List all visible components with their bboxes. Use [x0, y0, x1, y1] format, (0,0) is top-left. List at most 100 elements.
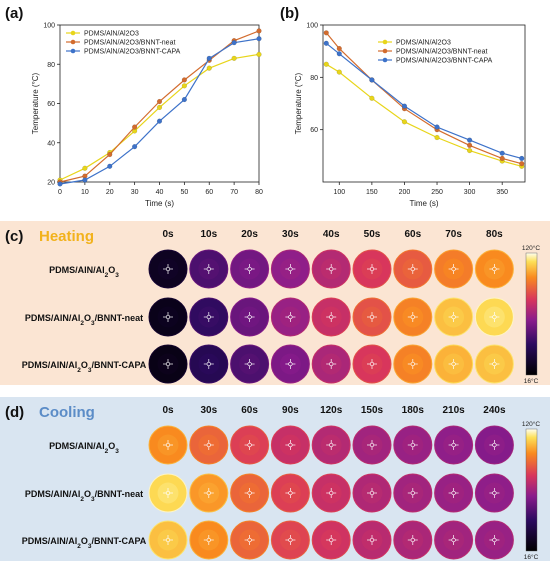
crosshair-icon: [367, 312, 377, 322]
data-point: [181, 77, 187, 83]
thermal-core: [443, 258, 465, 280]
thermal-core: [402, 353, 424, 375]
data-point: [156, 104, 163, 111]
crosshair-icon: [244, 488, 255, 498]
crosshair-icon: [285, 488, 296, 498]
thermal-core: [361, 434, 383, 456]
thermal-core: [239, 306, 261, 328]
data-point: [323, 40, 329, 46]
crosshair-icon: [285, 264, 296, 274]
thermal-core: [157, 258, 179, 280]
thermal-core: [157, 353, 179, 375]
data-point: [401, 103, 408, 109]
time-label: 60s: [404, 229, 421, 240]
thermal-core: [239, 353, 261, 375]
time-label: 240s: [483, 405, 506, 416]
thermal-core: [361, 529, 383, 551]
crosshair-icon: [489, 312, 500, 322]
thermal-core: [402, 529, 424, 551]
time-label: 10s: [200, 229, 217, 240]
data-point: [132, 144, 138, 150]
data-point: [107, 163, 113, 169]
y-tick-label: 20: [47, 180, 55, 187]
x-tick-label: 30: [131, 189, 139, 196]
thermal-core: [279, 529, 301, 551]
panel-label: (d): [5, 404, 24, 421]
data-point: [499, 150, 505, 156]
crosshair-icon: [203, 535, 214, 545]
crosshair-icon: [489, 264, 500, 274]
crosshair-icon: [203, 312, 214, 322]
sample-label: PDMS/AlN/Al2O3/BNNT-CAPA: [22, 360, 147, 374]
thermal-core: [279, 258, 301, 280]
x-tick-label: 80: [255, 189, 263, 196]
time-label: 40s: [323, 229, 340, 240]
thermal-core: [402, 482, 424, 504]
panel-label: (b): [280, 5, 299, 22]
thermal-core: [483, 482, 505, 504]
x-axis-label: Time (s): [409, 199, 438, 208]
legend-marker: [70, 48, 76, 54]
legend-marker: [382, 57, 388, 63]
thermal-core: [279, 306, 301, 328]
panel-title: Cooling: [39, 404, 95, 421]
time-label: 0s: [162, 405, 174, 416]
data-point: [467, 142, 473, 148]
data-point: [132, 124, 138, 130]
thermal-core: [361, 306, 383, 328]
y-tick-label: 60: [310, 127, 318, 134]
y-tick-label: 60: [47, 101, 55, 108]
crosshair-icon: [407, 312, 418, 322]
crosshair-icon: [203, 488, 214, 498]
x-tick-label: 10: [81, 189, 89, 196]
x-tick-label: 50: [180, 189, 188, 196]
time-label: 30s: [200, 405, 217, 416]
crosshair-icon: [244, 264, 255, 274]
time-label: 210s: [442, 405, 465, 416]
y-axis-label: Temperature (°C): [294, 72, 303, 134]
data-point: [231, 40, 237, 46]
crosshair-icon: [163, 264, 173, 274]
crosshair-icon: [163, 312, 173, 322]
crosshair-icon: [285, 535, 296, 545]
crosshair-icon: [244, 535, 255, 545]
time-label: 0s: [162, 229, 174, 240]
data-point: [434, 124, 440, 130]
crosshair-icon: [163, 488, 173, 498]
thermal-core: [157, 529, 179, 551]
crosshair-icon: [448, 488, 459, 498]
time-label: 60s: [241, 405, 258, 416]
colorbar: [525, 252, 538, 376]
thermal-core: [279, 353, 301, 375]
x-tick-label: 350: [496, 189, 508, 196]
thermal-core: [157, 434, 179, 456]
y-tick-label: 100: [43, 23, 55, 30]
x-tick-label: 200: [399, 189, 411, 196]
time-label: 50s: [364, 229, 381, 240]
time-label: 70s: [445, 229, 462, 240]
crosshair-icon: [326, 440, 337, 450]
thermal-core: [483, 258, 505, 280]
data-point: [231, 55, 237, 61]
thermal-core: [198, 306, 220, 328]
crosshair-icon: [326, 264, 337, 274]
crosshair-icon: [203, 264, 214, 274]
data-point: [57, 181, 63, 187]
y-tick-label: 80: [47, 62, 55, 69]
data-point: [336, 51, 342, 57]
thermal-core: [157, 482, 179, 504]
crosshair-icon: [326, 312, 337, 322]
x-tick-label: 40: [156, 189, 164, 196]
thermal-core: [320, 482, 342, 504]
crosshair-icon: [203, 440, 214, 450]
legend-marker: [70, 39, 76, 45]
y-axis-label: Temperature (°C): [31, 72, 40, 134]
data-point: [82, 165, 88, 171]
crosshair-icon: [203, 359, 214, 369]
time-label: 180s: [402, 405, 425, 416]
series-line: [325, 63, 522, 167]
time-label: 150s: [361, 405, 384, 416]
y-tick-label: 80: [310, 75, 318, 82]
sample-label: PDMS/AlN/Al2O3/BNNT-CAPA: [22, 536, 147, 550]
colorbar-min-label: 16°C: [524, 377, 539, 385]
